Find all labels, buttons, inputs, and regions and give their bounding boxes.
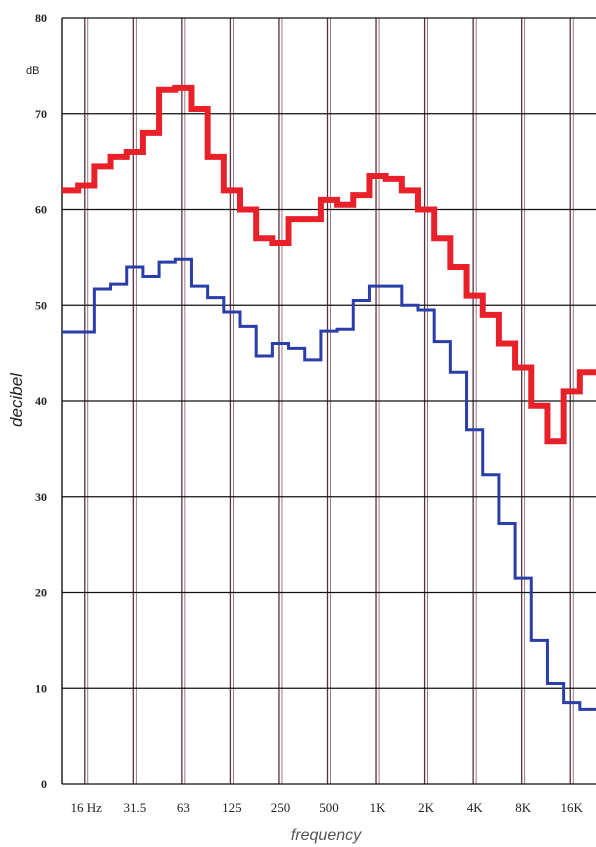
y-tick-label: 70 (35, 107, 47, 121)
tick-labels: 16 Hz 31.5 63 125 250 500 1K 2K 4K 8K 16K 0 10 20 30 40… (35, 11, 584, 815)
series-line-1 (62, 84, 596, 445)
x-tick-label: 250 (271, 800, 291, 815)
x-tick-label: 31.5 (123, 800, 146, 815)
y-tick-label: 0 (41, 777, 47, 791)
y-axis-label: decibel (7, 372, 26, 427)
x-axis-label: frequency (291, 827, 362, 844)
x-tick-label: 1K (370, 800, 387, 815)
x-tick-label: 2K (418, 800, 435, 815)
y-tick-label: 40 (35, 394, 47, 408)
y-axis-unit: dB (26, 65, 39, 77)
y-tick-label: 20 (35, 586, 47, 600)
grid (61, 17, 596, 785)
x-tick-label: 500 (319, 800, 339, 815)
y-tick-label: 10 (35, 681, 47, 695)
x-tick-label: 4K (467, 800, 484, 815)
y-tick-label: 80 (35, 11, 47, 25)
x-tick-label: 63 (177, 800, 190, 815)
series-line-2 (62, 257, 596, 711)
y-tick-label: 50 (35, 298, 47, 312)
series-layer (62, 84, 596, 711)
x-tick-label: 16 Hz (71, 800, 103, 815)
x-tick-label: 8K (515, 800, 532, 815)
y-tick-label: 30 (35, 490, 47, 504)
x-tick-label: 125 (222, 800, 242, 815)
y-tick-label: 60 (35, 203, 47, 217)
x-tick-label: 16K (561, 800, 584, 815)
